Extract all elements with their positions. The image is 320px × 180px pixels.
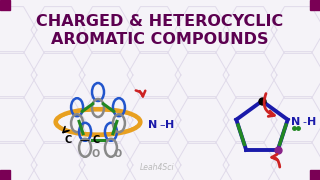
Text: H: H [307,117,316,127]
Text: O: O [92,149,100,159]
Text: C: C [92,135,100,145]
Text: C: C [64,135,72,145]
Text: N: N [148,120,158,130]
Text: AROMATIC COMPOUNDS: AROMATIC COMPOUNDS [51,32,269,47]
Bar [310,0,320,10]
Text: -: - [303,117,307,127]
Text: –: – [159,120,165,130]
Bar [310,170,320,180]
Text: H: H [165,120,175,130]
Text: N: N [291,117,300,127]
Bar [0,0,10,10]
Text: O: O [114,149,122,159]
Bar [0,170,10,180]
Text: —: — [79,135,89,145]
Text: Leah4Sci: Leah4Sci [140,163,174,172]
Text: CHARGED & HETEROCYCLIC: CHARGED & HETEROCYCLIC [36,14,284,29]
